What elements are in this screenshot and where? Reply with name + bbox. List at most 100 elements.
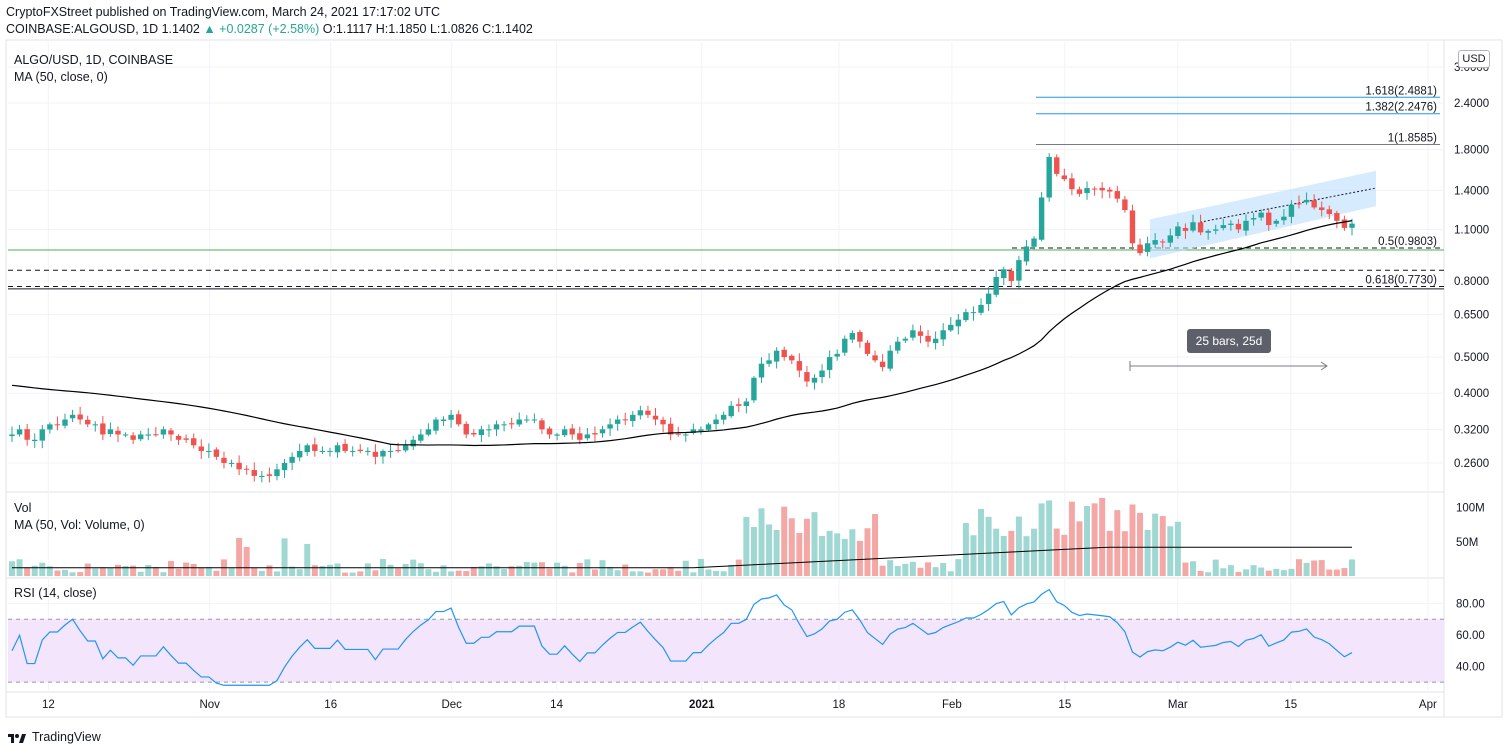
candle-body (349, 450, 356, 452)
volume-bar (887, 560, 894, 576)
volume-bar (54, 570, 61, 576)
volume-bar (311, 565, 318, 576)
candle-body (758, 363, 765, 378)
price-tick-label: 0.3200 (1454, 424, 1489, 436)
volume-bar (1015, 516, 1022, 576)
volume-bar (758, 508, 765, 576)
volume-bar (508, 566, 515, 576)
candle-body (54, 424, 61, 426)
candle-body (554, 434, 560, 436)
volume-bar (130, 565, 137, 576)
axis-ticks: 3.00002.40001.80001.40001.10000.80000.65… (42, 62, 1489, 711)
candle-body (993, 276, 999, 295)
candle-body (47, 424, 53, 430)
volume-ma-line (12, 546, 1352, 569)
volume-bar (811, 512, 818, 576)
volume-ma-legend: MA (50, Vol: Volume, 0) (14, 518, 145, 532)
volume-bar (743, 516, 750, 576)
candle-body (1016, 260, 1022, 281)
volume-bar (1235, 571, 1242, 576)
volume-tick-label: 50M (1456, 537, 1478, 549)
candle-body (1334, 213, 1340, 221)
candle-body (175, 435, 182, 440)
volume-bar (652, 569, 659, 576)
publish-info: CryptoFXStreet published on TradingView.… (6, 5, 441, 19)
volume-bar (1152, 513, 1159, 576)
volume-bar (856, 540, 863, 576)
footer-brand[interactable]: TradingView (8, 730, 101, 744)
candle-body (478, 429, 485, 436)
volume-bar (122, 565, 129, 576)
volume-bar (841, 538, 848, 576)
candle-body (471, 433, 477, 435)
candle-body (183, 438, 189, 440)
volume-bar (334, 563, 341, 576)
volume-bar (1061, 534, 1068, 576)
volume-bar (440, 565, 447, 576)
candle-body (1182, 228, 1189, 231)
volume-bar (478, 566, 485, 576)
volume-bar (251, 568, 258, 576)
volume-bar (614, 570, 621, 576)
volume-bar (1000, 535, 1007, 576)
candle-body (1152, 240, 1158, 245)
volume-bar (713, 570, 720, 576)
volume-bar (1296, 559, 1303, 576)
volume-bar (955, 559, 962, 576)
volume-bar (1121, 531, 1128, 576)
candle-body (1311, 200, 1317, 208)
volume-bar (705, 569, 712, 576)
candle-body (1046, 157, 1052, 198)
candle-body (932, 338, 939, 344)
volume-bar (554, 562, 561, 576)
symbol-summary: COINBASE:ALGOUSD, 1D 1.1402 ▲ +0.0287 (+… (6, 22, 533, 36)
volume-bar (1137, 512, 1144, 576)
volume-bar (1273, 568, 1280, 576)
volume-bar (781, 506, 788, 576)
volume-bar (985, 516, 992, 576)
time-tick-label: 14 (550, 699, 563, 711)
candle-body (667, 423, 674, 435)
candle-body (955, 319, 962, 327)
candle-body (1114, 191, 1121, 199)
volume-bar (682, 560, 689, 576)
candle-body (160, 429, 167, 435)
volume-bar (1190, 561, 1197, 576)
volume-bar (304, 543, 311, 576)
candle-body (1205, 230, 1211, 233)
candle-body (153, 434, 159, 436)
rsi-tick-label: 80.00 (1456, 599, 1485, 611)
volume-bar (1288, 568, 1295, 576)
candle-body (1349, 223, 1355, 228)
candle-body (690, 429, 697, 434)
candle-body (463, 423, 469, 435)
time-tick-label: Mar (1168, 699, 1188, 711)
volume-bar (463, 571, 470, 576)
volume-bar (39, 562, 46, 576)
candle-body (1341, 219, 1348, 228)
candle-body (77, 414, 83, 420)
candle-body (107, 429, 114, 434)
volume-bar (1265, 570, 1272, 576)
volume-bar (788, 518, 795, 576)
volume-bar (205, 566, 212, 576)
fib-level-label: 1.618(2.4881) (1365, 85, 1437, 97)
volume-bar (531, 562, 538, 576)
volume-bar (947, 571, 954, 576)
volume-bar (1212, 559, 1219, 576)
candle-body (1235, 223, 1242, 230)
candle-body (925, 335, 931, 342)
volume-bar (546, 568, 553, 576)
currency-button[interactable]: USD (1458, 50, 1490, 68)
volume-bar (432, 571, 439, 576)
volume-bar (909, 561, 916, 576)
volume-bar (819, 535, 826, 576)
volume-bar (902, 563, 909, 576)
volume-bar (1174, 521, 1181, 576)
volume-bar (970, 535, 977, 576)
volume-bar (1046, 500, 1053, 576)
candle-body (842, 338, 848, 353)
volume-bar (425, 569, 432, 576)
time-tick-label: 2021 (689, 699, 715, 711)
